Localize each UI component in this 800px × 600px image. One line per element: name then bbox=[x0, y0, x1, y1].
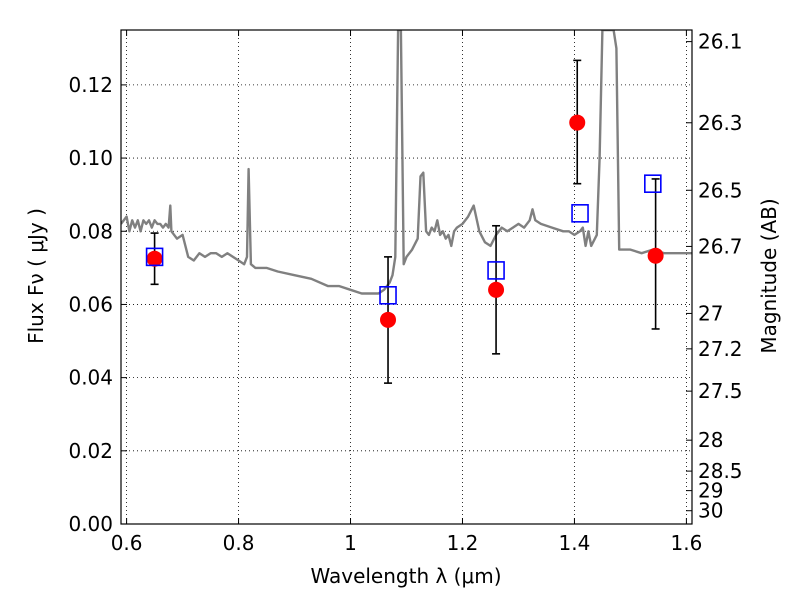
right-y-axis-title: Magnitude (AB) bbox=[757, 198, 781, 353]
y-tick-label: 0.02 bbox=[68, 439, 113, 463]
model-point bbox=[644, 174, 662, 193]
model-point bbox=[487, 261, 505, 280]
y-tick-label: 0.06 bbox=[68, 292, 113, 316]
mag-tick-label: 27.2 bbox=[698, 337, 743, 361]
observed-point bbox=[647, 247, 664, 264]
axes: 0.6 0.8 1 1.2 1.4 1.6 0.00 0.02 0.04 0.06 0.08 0.10… bbox=[68, 29, 743, 555]
mag-tick-label: 27.5 bbox=[698, 379, 743, 403]
mag-tick-label: 26.5 bbox=[698, 178, 743, 202]
y-tick-label: 0.08 bbox=[68, 219, 113, 243]
model-point bbox=[379, 285, 397, 305]
model-spectrum bbox=[121, 30, 692, 295]
x-tick-label: 1.2 bbox=[447, 531, 479, 555]
mag-tick-label: 30 bbox=[698, 499, 723, 523]
mag-tick-label: 28 bbox=[698, 428, 723, 452]
observed-point bbox=[380, 311, 397, 328]
x-tick-label: 1 bbox=[344, 531, 357, 555]
spectrum-line bbox=[121, 30, 692, 295]
observed-point bbox=[569, 114, 586, 131]
mag-tick-label: 27 bbox=[698, 301, 723, 325]
grid bbox=[121, 30, 692, 525]
x-axis-title: Wavelength λ (μm) bbox=[310, 564, 501, 588]
data-points bbox=[145, 114, 664, 328]
y-axis-title: Flux Fν ( μJy ) bbox=[24, 208, 48, 344]
x-tick-label: 0.6 bbox=[111, 531, 143, 555]
mag-tick-label: 26.3 bbox=[698, 111, 743, 135]
plot-frame bbox=[120, 29, 693, 525]
mag-tick-label: 26.7 bbox=[698, 234, 743, 258]
mag-tick-label: 28.5 bbox=[698, 459, 743, 483]
y-tick-label: 0.00 bbox=[68, 512, 113, 536]
y-tick-label: 0.10 bbox=[68, 146, 113, 170]
observed-point bbox=[146, 250, 163, 267]
model-point bbox=[145, 247, 164, 267]
mag-tick-label: 29 bbox=[698, 479, 723, 503]
y-tick-label: 0.12 bbox=[68, 73, 113, 97]
model-point bbox=[571, 204, 589, 223]
x-tick-label: 0.8 bbox=[223, 531, 255, 555]
y-tick-label: 0.04 bbox=[68, 366, 113, 390]
x-tick-label: 1.4 bbox=[559, 531, 591, 555]
x-tick-label: 1.6 bbox=[670, 531, 702, 555]
observed-point bbox=[488, 281, 505, 298]
mag-tick-label: 26.1 bbox=[698, 30, 743, 54]
